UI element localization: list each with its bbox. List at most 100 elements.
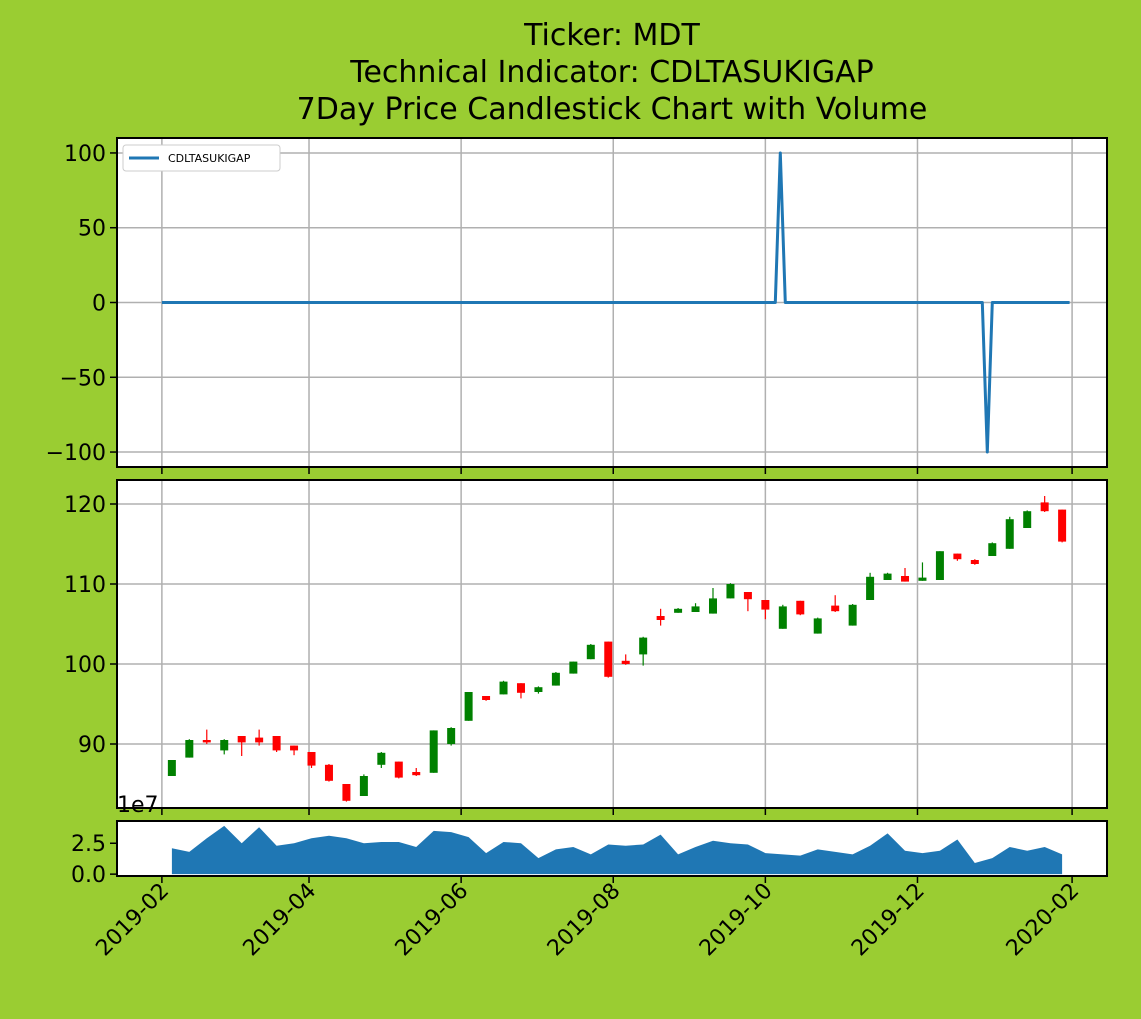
candlestick (324, 764, 333, 782)
y-tick-label: 100 (64, 653, 106, 678)
candle-body (639, 637, 648, 655)
candlestick (621, 654, 630, 665)
candle-body (272, 736, 281, 751)
indicator-series-line (161, 151, 1070, 454)
candle-body (167, 760, 176, 776)
price-panel: 120 110 100 90 (64, 479, 1108, 809)
candlestick (307, 752, 316, 768)
candle-body (761, 600, 770, 610)
candlestick (394, 761, 403, 779)
x-tick-label: 2019-04 (239, 879, 322, 962)
candle-body (918, 577, 927, 581)
candle-body (290, 745, 299, 751)
candle-body (778, 606, 787, 629)
title-line-1: Ticker: MDT (523, 18, 700, 53)
candlesticks (167, 496, 1067, 802)
x-tick-label: 2019-02 (91, 879, 174, 962)
candlestick (185, 739, 194, 758)
candle-body (866, 576, 875, 600)
y-tick-label: 120 (64, 493, 106, 518)
candle-body (569, 661, 578, 674)
candlestick (290, 745, 299, 756)
candlestick (429, 730, 438, 773)
candlestick (377, 752, 386, 768)
volume-offset-label: 1e7 (117, 793, 159, 818)
candlestick (220, 739, 229, 755)
candle-body (1005, 519, 1014, 549)
candlestick (464, 692, 473, 721)
candle-body (185, 740, 194, 758)
candlestick (813, 617, 822, 634)
indicator-frame (116, 137, 1108, 468)
candle-body (534, 687, 543, 692)
candle-body (674, 608, 683, 613)
candle-body (324, 764, 333, 781)
candle-body (255, 737, 264, 743)
candlestick (1040, 496, 1049, 512)
candle-body (377, 752, 386, 765)
candle-body (429, 730, 438, 773)
x-tick-label: 2019-12 (847, 879, 930, 962)
indicator-panel: 100 50 0 −50 −100 CDLTASUKIGAP (46, 137, 1108, 468)
y-tick-label: 0 (92, 292, 106, 317)
candlestick (534, 686, 543, 694)
y-tick-label: 100 (64, 142, 106, 167)
candlestick (796, 600, 805, 616)
candlestick (1005, 516, 1014, 549)
candlestick (237, 736, 246, 756)
y-tick-label: 2.5 (71, 832, 106, 857)
candle-body (1023, 511, 1032, 528)
candlestick (691, 603, 700, 612)
candlestick (901, 568, 910, 582)
candle-body (464, 692, 473, 721)
candle-body (499, 681, 508, 695)
candle-body (202, 740, 211, 743)
candlestick (482, 696, 491, 701)
candlestick (1058, 509, 1067, 543)
candle-body (359, 776, 368, 796)
candlestick (674, 608, 683, 613)
candlestick (743, 592, 752, 612)
candle-body (726, 584, 735, 599)
price-y-ticks: 120 110 100 90 (64, 493, 117, 758)
volume-panel: 2.5 0.0 1e7 (71, 793, 1108, 888)
candle-body (551, 672, 560, 686)
candlestick (883, 572, 892, 580)
candlestick (639, 636, 648, 666)
candle-body (1040, 502, 1049, 512)
candle-body (953, 553, 962, 560)
candlestick (1023, 510, 1032, 528)
y-tick-label: 0.0 (71, 863, 106, 888)
candlestick (866, 572, 875, 600)
candlestick (953, 553, 962, 561)
candle-body (813, 618, 822, 634)
candlestick (412, 768, 421, 776)
candle-body (656, 616, 665, 620)
candlestick (935, 551, 944, 580)
candle-body (988, 543, 997, 556)
candlestick (447, 727, 456, 746)
candle-body (935, 551, 944, 580)
indicator-legend: CDLTASUKIGAP (122, 144, 281, 172)
candlestick (761, 600, 770, 620)
candle-body (482, 696, 491, 700)
candle-body (394, 761, 403, 778)
y-tick-label: −50 (60, 366, 106, 391)
x-tick-label: 2019-10 (695, 879, 778, 962)
candle-body (970, 560, 979, 564)
candlestick (708, 588, 717, 614)
candle-body (237, 736, 246, 743)
candlestick (604, 641, 613, 678)
price-frame (116, 479, 1108, 809)
candle-body (412, 772, 421, 776)
candlestick (656, 608, 665, 626)
x-tick-label: 2019-06 (391, 879, 474, 962)
candlestick (778, 604, 787, 629)
x-tick-label: 2019-08 (543, 879, 626, 962)
candlestick (516, 683, 525, 699)
candlestick (726, 583, 735, 599)
legend-box (122, 144, 281, 172)
candle-body (342, 784, 351, 801)
